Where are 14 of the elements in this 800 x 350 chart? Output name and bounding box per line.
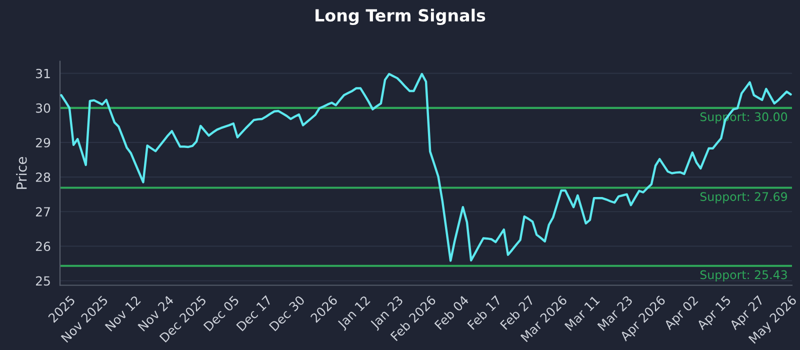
x-tick-label: Dec 30 [268,295,306,332]
y-tick-label: 25 [36,276,50,286]
x-tick-label: Jan 12 [336,295,372,331]
y-tick-label: 28 [36,172,50,182]
ref-line-label: Support: 25.43 [700,270,787,282]
y-tick-label: 30 [36,103,50,113]
y-tick-label: 26 [36,242,50,252]
y-tick-label: 27 [36,207,50,216]
line-series [60,72,792,262]
y-tick-label: 31 [36,68,50,78]
chart-title: Long Term Signals [316,8,486,26]
y-axis-title: Price [16,157,27,189]
y-tick-label: 29 [36,138,50,148]
ref-line-label: Support: 27.69 [700,192,788,204]
